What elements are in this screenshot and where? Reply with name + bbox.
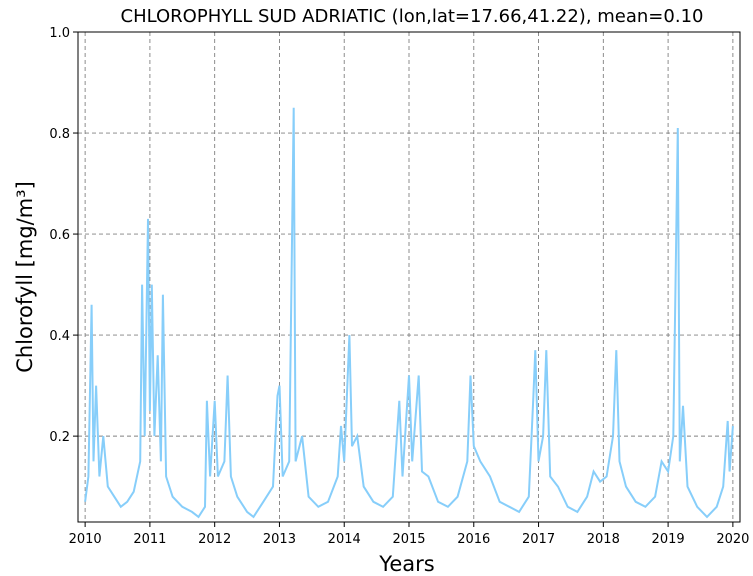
x-tick-label: 2020 <box>716 532 749 547</box>
y-tick-label: 1.0 <box>49 26 70 41</box>
x-tick-label: 2012 <box>198 532 231 547</box>
x-tick-label: 2019 <box>652 532 685 547</box>
x-tick-label: 2010 <box>69 532 102 547</box>
x-tick-label: 2014 <box>328 532 361 547</box>
x-axis-label: Years <box>378 552 434 576</box>
x-tick-label: 2015 <box>392 532 425 547</box>
x-tick-label: 2016 <box>457 532 490 547</box>
y-axis-label: Chlorofyll [mg/m³] <box>13 181 37 373</box>
y-tick-label: 0.6 <box>49 228 70 243</box>
x-tick-label: 2013 <box>263 532 296 547</box>
y-tick-label: 0.4 <box>49 329 70 344</box>
chart-title: CHLOROPHYLL SUD ADRIATIC (lon,lat=17.66,… <box>121 6 704 27</box>
x-tick-label: 2018 <box>587 532 620 547</box>
y-tick-label: 0.8 <box>49 127 70 142</box>
data-line <box>84 107 734 519</box>
y-tick-label: 0.2 <box>49 430 70 445</box>
x-tick-label: 2017 <box>522 532 555 547</box>
plot-frame <box>77 31 741 523</box>
x-tick-label: 2011 <box>133 532 166 547</box>
